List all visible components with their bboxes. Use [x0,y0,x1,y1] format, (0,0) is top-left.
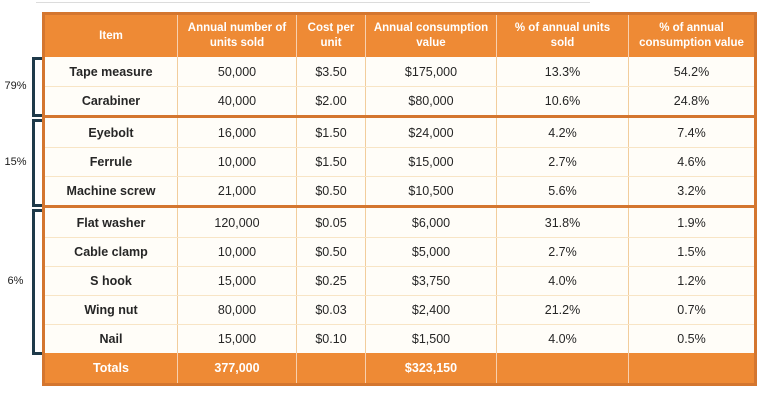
cell-cost-per-unit: $3.50 [297,57,366,86]
column-header-cost-per-unit: Cost per unit [297,15,366,57]
cell-pct-consumption-value: 1.2% [677,274,706,288]
table-row-carabiner: Carabiner 40,000 $2.00 $80,000 10.6% 24.… [45,86,754,115]
cell-consumption-value: $15,000 [366,148,497,176]
cell-pct-units-sold: 4.0% [497,325,629,353]
column-header-annual-units-sold: Annual number of units sold [178,15,297,57]
group-b-bracket [32,119,42,207]
table-row-nail: Nail 15,000 $0.10 $1,500 4.0% 0.5% [45,324,754,353]
cell-units-sold: 120,000 [178,208,297,237]
column-header-pct-annual-units-sold: % of annual units sold [497,15,629,57]
cell-cost-per-unit: $0.25 [297,267,366,295]
group-a-bracket [32,57,42,117]
cell-consumption-value: $5,000 [366,238,497,266]
cell-item: Machine screw [45,177,178,205]
totals-row: Totals 377,000 $323,150 [45,353,754,383]
totals-consumption-value: $323,150 [366,353,497,383]
cell-units-sold: 16,000 [178,118,297,147]
totals-label: Totals [45,353,178,383]
cell-consumption-value: $6,000 [366,208,497,237]
cell-item: Carabiner [45,87,178,115]
cell-pct-consumption-value: 24.8% [673,94,710,108]
cell-pct-units-sold: 4.2% [497,118,629,147]
cell-item: Eyebolt [45,118,178,147]
cell-cost-per-unit: $0.05 [297,208,366,237]
totals-pct-consumption-value [629,353,754,383]
cell-item: S hook [45,267,178,295]
cell-pct-consumption-value: 4.6% [677,155,706,169]
cell-units-sold: 40,000 [178,87,297,115]
cell-item: Ferrule [45,148,178,176]
top-edge-hairline [36,2,590,3]
totals-cost-per-unit [297,353,366,383]
table-row-cable-clamp: Cable clamp 10,000 $0.50 $5,000 2.7% 1.5… [45,237,754,266]
cell-consumption-value: $175,000 [366,57,497,86]
cell-pct-consumption-value: 54.2% [673,64,710,79]
cell-pct-units-sold: 31.8% [497,208,629,237]
cell-units-sold: 10,000 [178,238,297,266]
cell-consumption-value: $3,750 [366,267,497,295]
abc-analysis-table: Item Annual number of units sold Cost pe… [42,12,757,386]
cell-pct-units-sold: 13.3% [497,57,629,86]
cell-item: Wing nut [45,296,178,324]
cell-item: Nail [45,325,178,353]
cell-consumption-value: $2,400 [366,296,497,324]
cell-cost-per-unit: $2.00 [297,87,366,115]
cell-item: Cable clamp [45,238,178,266]
group-a-rows: Tape measure 50,000 $3.50 $175,000 13.3%… [45,57,754,115]
cell-units-sold: 15,000 [178,325,297,353]
cell-pct-consumption-value: 1.9% [677,215,706,230]
group-c-rows: Flat washer 120,000 $0.05 $6,000 31.8% 1… [45,205,754,353]
column-header-annual-consumption-value: Annual consumption value [366,15,497,57]
cell-pct-units-sold: 4.0% [497,267,629,295]
totals-pct-units-sold [497,353,629,383]
group-c-percentage-label: 6% [7,275,24,287]
table-row-eyebolt: Eyebolt 16,000 $1.50 $24,000 4.2% 7.4% [45,118,754,147]
group-b-rows: Eyebolt 16,000 $1.50 $24,000 4.2% 7.4% F… [45,115,754,205]
cell-consumption-value: $10,500 [366,177,497,205]
cell-cost-per-unit: $0.50 [297,177,366,205]
table-row-s-hook: S hook 15,000 $0.25 $3,750 4.0% 1.2% [45,266,754,295]
cell-item: Tape measure [45,57,178,86]
cell-consumption-value: $1,500 [366,325,497,353]
cell-pct-units-sold: 21.2% [497,296,629,324]
cell-pct-consumption-value: 3.2% [677,184,706,198]
column-header-item: Item [45,15,178,57]
cell-cost-per-unit: $0.10 [297,325,366,353]
group-c-bracket [32,209,42,355]
table-row-flat-washer: Flat washer 120,000 $0.05 $6,000 31.8% 1… [45,208,754,237]
cell-item: Flat washer [45,208,178,237]
cell-pct-units-sold: 2.7% [497,238,629,266]
cell-consumption-value: $24,000 [366,118,497,147]
cell-units-sold: 15,000 [178,267,297,295]
cell-pct-consumption-value: 0.7% [677,303,706,317]
table-row-ferrule: Ferrule 10,000 $1.50 $15,000 2.7% 4.6% [45,147,754,176]
column-header-pct-annual-consumption-value: % of annual consumption value [639,22,744,49]
cell-cost-per-unit: $1.50 [297,148,366,176]
cell-pct-units-sold: 5.6% [497,177,629,205]
cell-pct-units-sold: 10.6% [497,87,629,115]
group-a-percentage-label: 79% [4,80,27,92]
cell-pct-consumption-value: 0.5% [677,332,706,346]
cell-units-sold: 21,000 [178,177,297,205]
cell-cost-per-unit: $0.03 [297,296,366,324]
cell-pct-consumption-value: 1.5% [677,245,706,259]
table-row-tape-measure: Tape measure 50,000 $3.50 $175,000 13.3%… [45,57,754,86]
cell-pct-units-sold: 2.7% [497,148,629,176]
table-row-wing-nut: Wing nut 80,000 $0.03 $2,400 21.2% 0.7% [45,295,754,324]
group-b-percentage-label: 15% [4,156,27,168]
table-header-row: Item Annual number of units sold Cost pe… [45,15,754,57]
cell-cost-per-unit: $1.50 [297,118,366,147]
cell-consumption-value: $80,000 [366,87,497,115]
cell-units-sold: 80,000 [178,296,297,324]
cell-cost-per-unit: $0.50 [297,238,366,266]
totals-units-sold: 377,000 [178,353,297,383]
cell-units-sold: 50,000 [178,57,297,86]
cell-pct-consumption-value: 7.4% [677,125,706,140]
table-row-machine-screw: Machine screw 21,000 $0.50 $10,500 5.6% … [45,176,754,205]
cell-units-sold: 10,000 [178,148,297,176]
